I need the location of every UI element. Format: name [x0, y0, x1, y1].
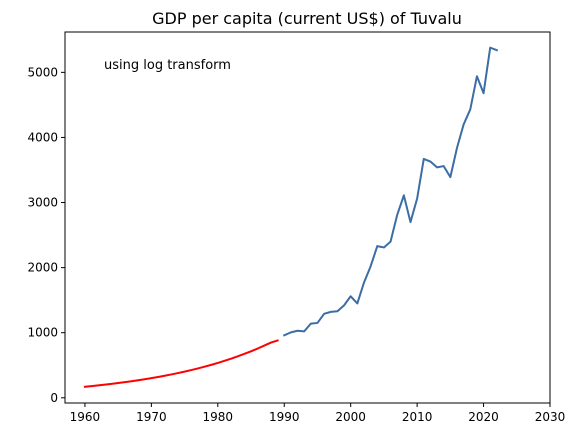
y-tick-label: 4000	[27, 130, 58, 144]
y-tick-label: 1000	[27, 326, 58, 340]
chart-title: GDP per capita (current US$) of Tuvalu	[152, 9, 462, 28]
x-tick-label: 2020	[468, 410, 499, 424]
plot-area: 1960 1970 1980 1990 2000 2010 2020 2030 0 1000 200…	[27, 31, 566, 424]
y-tick-label: 0	[50, 391, 58, 405]
y-tick-label: 2000	[27, 261, 58, 275]
x-tick-label: 1990	[269, 410, 300, 424]
series-line-2	[282, 46, 499, 337]
x-tick-label: 2030	[535, 410, 566, 424]
x-tick-label: 2000	[335, 410, 366, 424]
y-tick-label: 3000	[27, 196, 58, 210]
series-line-1	[83, 339, 279, 388]
axes-frame	[64, 31, 551, 404]
chart-annotation: using log transform	[104, 58, 231, 73]
y-tick-label: 5000	[27, 65, 58, 79]
x-tick-label: 1960	[70, 410, 101, 424]
x-tick-label: 2010	[402, 410, 433, 424]
x-tick-label: 1980	[203, 410, 234, 424]
x-tick-label: 1970	[136, 410, 167, 424]
